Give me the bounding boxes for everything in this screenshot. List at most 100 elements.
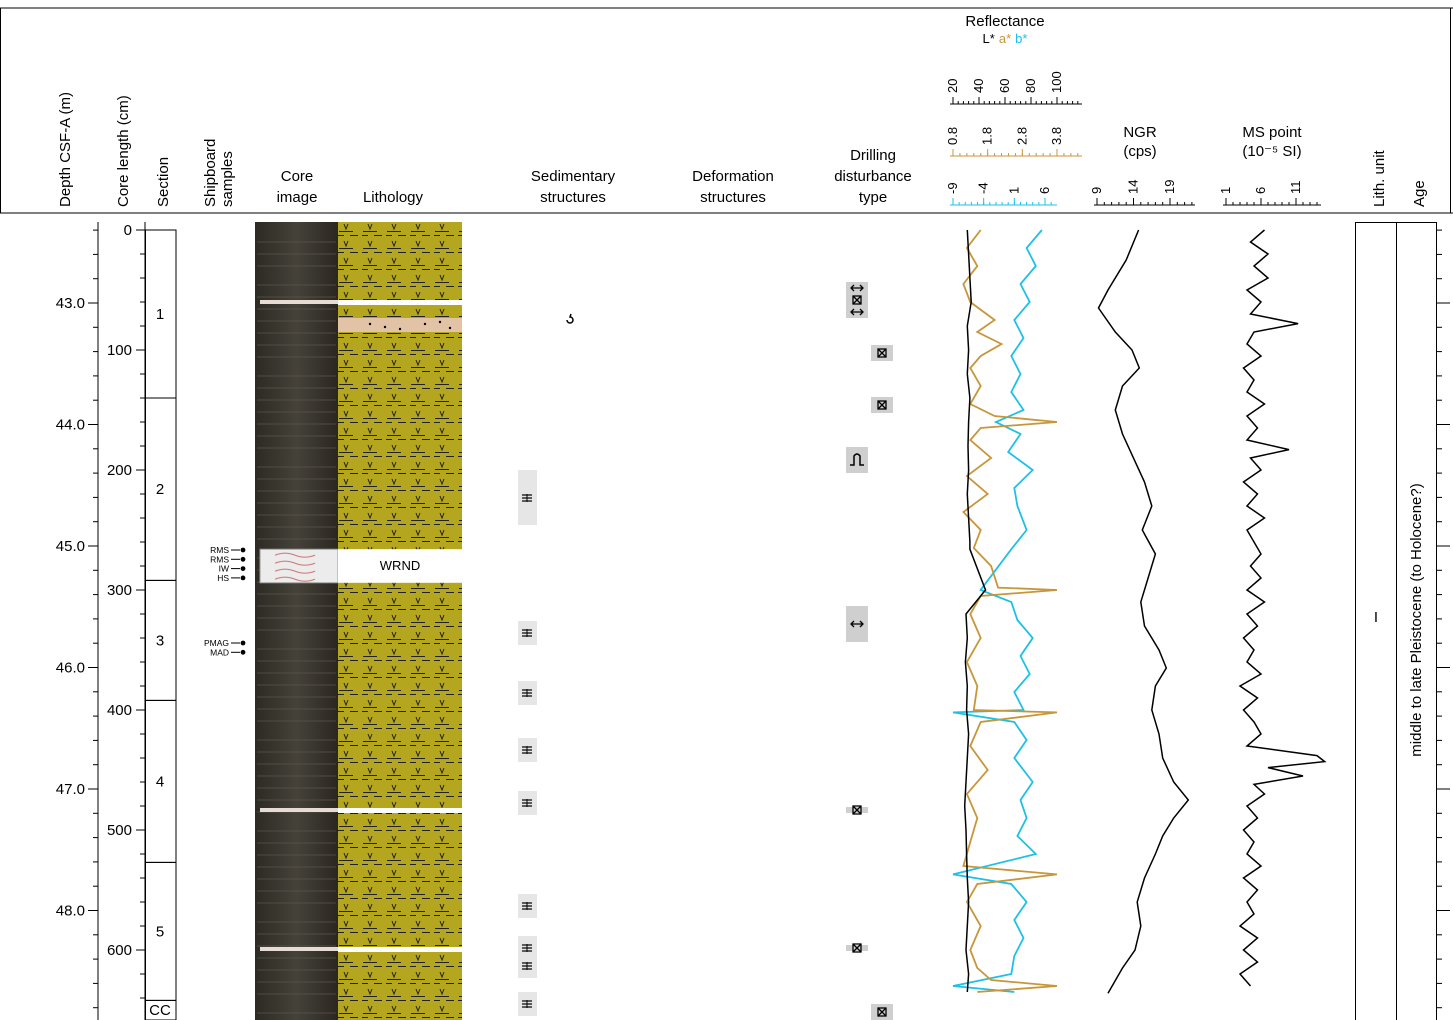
column-header: NGR (1123, 124, 1157, 141)
column-header: Age (1411, 180, 1428, 207)
scale-tick-label: 19 (1162, 180, 1177, 194)
sample-label: HS (217, 573, 229, 583)
sample-label: RMS (210, 554, 229, 564)
b-star-curve (952, 229, 1043, 993)
whole-round-blank (338, 549, 462, 583)
disturbance-symbol (877, 348, 887, 358)
whole-round-mark (274, 568, 316, 574)
scale-tick-label: 3.8 (1049, 127, 1064, 145)
column-header: Shipboard (202, 139, 219, 207)
scale-tick-label: 0.8 (945, 127, 960, 145)
whole-round-mark (274, 576, 316, 582)
column-header: Section (155, 157, 172, 207)
scale-tick-label: 100 (1049, 71, 1064, 93)
depth-tick-label: 47.0 (56, 781, 85, 798)
scale-tick-label: 9 (1089, 187, 1104, 194)
disturbance-symbol (877, 348, 887, 358)
length-tick-label: 300 (107, 582, 132, 599)
whole-round-label: WRND (380, 558, 420, 573)
sand-dot (438, 320, 442, 324)
column-header: Sedimentary (531, 168, 616, 185)
void-gap (338, 947, 462, 952)
length-tick-label: 200 (107, 462, 132, 479)
whole-round-mark (274, 552, 316, 558)
column-header: samples (219, 151, 236, 207)
depth-tick-label: 48.0 (56, 903, 85, 920)
l-star-curve (963, 229, 987, 993)
scale-tick-label: 1.8 (980, 127, 995, 145)
disturbance-symbol (877, 1007, 887, 1017)
sample-label: MAD (210, 647, 229, 657)
depth-tick-label: 45.0 (56, 538, 85, 555)
section-label: 2 (156, 481, 164, 498)
disturbance-symbol (850, 284, 864, 292)
void-gap (338, 300, 462, 305)
section-label: CC (149, 1002, 171, 1019)
sample-label: PMAG (204, 638, 229, 648)
reflectance-keys: L* a* b* (983, 31, 1028, 46)
depth-tick-label: 46.0 (56, 660, 85, 677)
length-tick-label: 0 (124, 222, 132, 239)
section-label: 5 (156, 923, 164, 940)
disturbance-symbol (850, 620, 864, 628)
column-header: (10⁻⁵ SI) (1242, 143, 1301, 160)
sample-dot (240, 566, 246, 571)
column-header: Deformation (692, 168, 774, 185)
a-star-curve (962, 229, 1058, 993)
column-header: Drilling (850, 147, 896, 164)
column-header: Depth CSF-A (m) (57, 92, 74, 207)
disturbance-symbol (850, 308, 864, 316)
ms-curve (1238, 229, 1327, 987)
disturbance-symbol (877, 400, 887, 410)
column-header: structures (540, 189, 606, 206)
column-header: Core length (cm) (115, 95, 132, 207)
whole-round-mark (274, 560, 316, 566)
legend-entry: L* (983, 31, 995, 46)
sand-dot (398, 327, 402, 331)
sample-dot (240, 649, 246, 655)
scale-tick-label: 6 (1037, 187, 1052, 194)
sample-dot (240, 556, 246, 562)
sand-dot (448, 326, 452, 330)
lith-unit-label: I (1374, 609, 1378, 626)
scale-tick-label: 6 (1253, 187, 1268, 194)
core-gap (260, 947, 338, 951)
lithology (338, 222, 462, 1020)
length-tick-label: 100 (107, 342, 132, 359)
column-header: Lith. unit (1371, 149, 1388, 207)
sample-label: RMS (210, 545, 229, 555)
disturbance-box (846, 447, 868, 473)
section-label: 4 (156, 773, 164, 790)
scale-tick-label: 14 (1126, 180, 1141, 194)
length-tick-label: 600 (107, 942, 132, 959)
length-tick-label: 500 (107, 822, 132, 839)
column-header: MS point (1242, 124, 1302, 141)
column-header: Reflectance (965, 13, 1044, 30)
scale-tick-label: 20 (945, 79, 960, 93)
column-header: structures (700, 189, 766, 206)
section-box (145, 999, 177, 1020)
ngr-curve (1097, 229, 1190, 994)
disturbance-symbol (852, 943, 862, 953)
disturbance-symbol (852, 805, 862, 815)
scale-tick-label: 11 (1288, 181, 1303, 195)
depth-tick-label: 44.0 (56, 417, 85, 434)
length-tick-label: 400 (107, 702, 132, 719)
disturbance-symbol (852, 943, 862, 953)
sand-dot (368, 322, 372, 326)
sand-layer (338, 318, 462, 332)
scale-tick-label: 40 (971, 79, 986, 93)
depth-tick-label: 43.0 (56, 295, 85, 312)
disturbance-symbol (877, 400, 887, 410)
disturbance-symbol (850, 453, 864, 466)
column-header: (cps) (1123, 143, 1156, 160)
scale-tick-label: 1 (1006, 187, 1021, 194)
column-header: image (277, 189, 318, 206)
sample-dot (240, 575, 246, 581)
scale-tick-label: 60 (997, 79, 1012, 93)
sand-dot (383, 325, 387, 329)
disturbance-symbol (877, 1007, 887, 1017)
column-header: Core (281, 168, 314, 185)
